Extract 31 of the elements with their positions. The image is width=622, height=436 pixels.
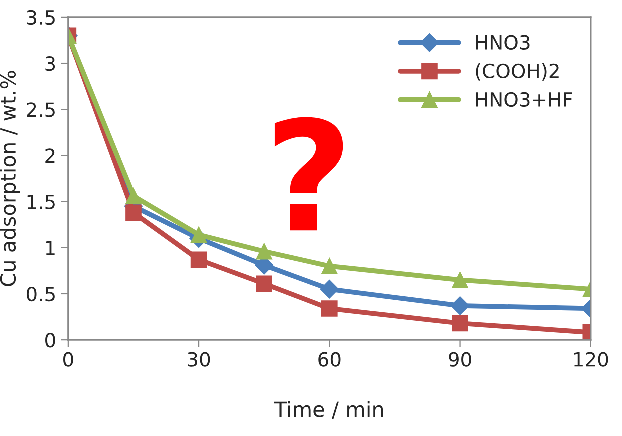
y-tick-label: 2.5 — [27, 102, 55, 118]
x-tick-label: 60 — [318, 352, 341, 367]
x-tick-label: 0 — [64, 352, 74, 367]
point — [126, 188, 142, 204]
point — [450, 296, 470, 316]
point — [126, 204, 142, 222]
y-axis-title: Cu adsorption / wt.% — [0, 71, 20, 286]
y-tick-label: 0.5 — [26, 286, 55, 302]
legend-label: HNO3 — [476, 35, 530, 50]
legend-label: (COOH)2 — [476, 64, 559, 81]
x-tick-label: 120 — [574, 352, 608, 367]
point — [256, 243, 273, 260]
y-tick-label: 2 — [46, 148, 55, 164]
point — [256, 276, 273, 292]
y-tick-label: 1 — [46, 241, 55, 256]
y-tick-label: 3 — [46, 56, 56, 72]
y-tick-label: 0 — [46, 333, 56, 348]
point — [190, 252, 208, 268]
point — [322, 258, 338, 274]
legend-label: HNO3+HF — [476, 92, 572, 108]
x-tick-label: 30 — [188, 352, 210, 367]
point — [452, 315, 468, 332]
point — [190, 226, 208, 244]
point — [452, 272, 468, 288]
x-axis-title: Time / min — [274, 401, 384, 420]
y-tick-label: 1.5 — [28, 195, 55, 210]
point — [320, 280, 340, 299]
point — [322, 300, 338, 317]
x-tick-label: 90 — [449, 352, 472, 367]
y-tick-label: 3.5 — [27, 10, 55, 26]
annotation: ? — [274, 117, 344, 231]
